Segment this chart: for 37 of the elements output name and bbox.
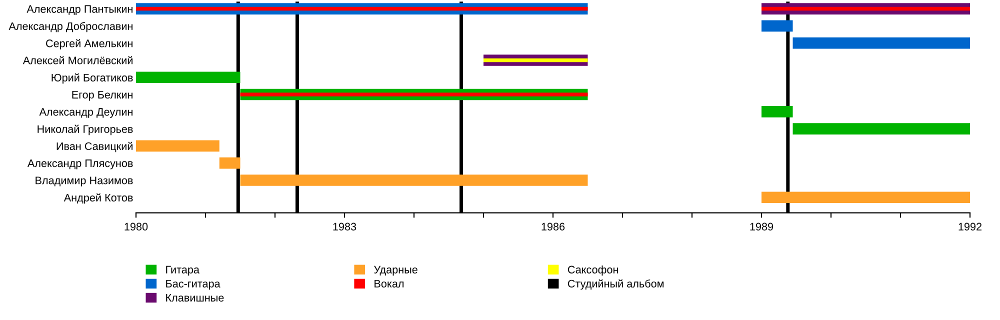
legend-label: Бас-гитара — [166, 280, 220, 290]
y-tick-label: Андрей Котов — [64, 193, 133, 204]
bar — [240, 174, 588, 186]
y-tick-label: Иван Савицкий — [56, 142, 132, 152]
legend-label: Клавишные — [166, 294, 224, 302]
legend-label: Вокал — [374, 280, 404, 288]
bar — [762, 192, 970, 204]
bar — [762, 20, 793, 32]
y-tick-label: Александр Плясунов — [27, 160, 133, 170]
bar — [484, 58, 588, 62]
bar — [136, 140, 220, 152]
legend-label: Саксофон — [568, 266, 618, 276]
x-tick-label: 1980 — [124, 222, 148, 230]
bar — [136, 72, 240, 84]
bar — [762, 6, 970, 11]
y-tick-label: Сергей Амелькин — [46, 39, 132, 50]
bar — [240, 92, 588, 96]
bar — [792, 37, 970, 49]
y-tick-label: Алексей Могилёвский — [22, 56, 132, 64]
y-tick-label: Александр Доброславин — [8, 22, 132, 32]
x-tick-label: 1983 — [333, 222, 356, 230]
bar — [219, 157, 240, 169]
bar — [136, 6, 588, 11]
y-tick-label: Егор Белкин — [72, 90, 132, 101]
y-tick-label: Александр Пантыкин — [26, 5, 132, 15]
legend-label: Ударные — [374, 266, 418, 276]
legend-label: Гитара — [166, 266, 200, 276]
bar — [762, 106, 793, 118]
x-tick-label: 1989 — [750, 222, 774, 230]
y-tick-label: Николай Григорьев — [38, 124, 133, 136]
legend-label: Студийный альбом — [568, 279, 664, 290]
x-tick-label: 1992 — [958, 222, 982, 230]
y-tick-label: Юрий Богатиков — [52, 73, 133, 84]
bar — [792, 123, 970, 134]
y-tick-label: Александр Деулин — [39, 108, 132, 118]
y-tick-label: Владимир Назимов — [36, 176, 133, 186]
x-tick-label: 1986 — [542, 222, 565, 230]
